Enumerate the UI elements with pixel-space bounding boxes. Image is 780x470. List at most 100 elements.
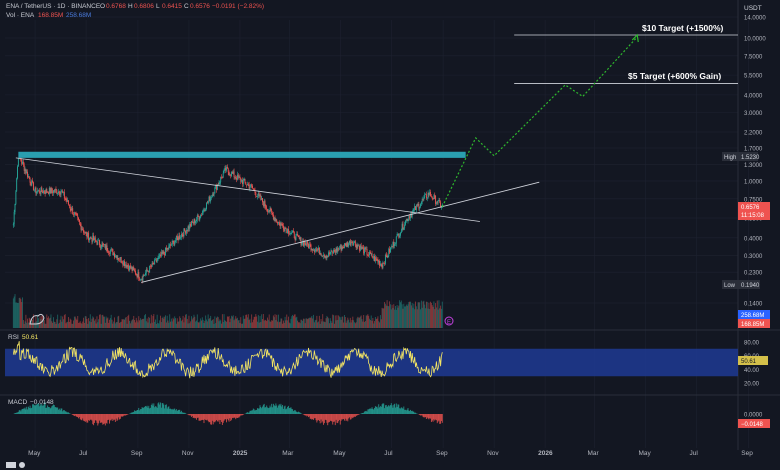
macd-histogram-bar [259, 405, 261, 414]
candle-body [248, 184, 250, 189]
candle-body [299, 237, 301, 240]
candle-body [205, 209, 207, 211]
volume-bar [261, 314, 263, 328]
volume-bar [179, 316, 181, 328]
volume-bar [306, 318, 308, 328]
volume-bar [162, 316, 164, 328]
volume-bar [15, 302, 17, 328]
macd-histogram-bar [120, 414, 122, 417]
candle-body [372, 257, 374, 259]
volume-bar [220, 320, 222, 328]
macd-histogram-bar [261, 408, 263, 414]
macd-histogram-bar [79, 414, 81, 420]
macd-histogram-bar [95, 414, 97, 421]
main-pane[interactable] [12, 33, 738, 328]
volume-bar [101, 315, 103, 328]
volume-bar [413, 303, 415, 328]
candle-body [374, 257, 376, 262]
volume-bar [394, 309, 396, 328]
candle-body [96, 241, 98, 245]
candle-body [37, 190, 39, 192]
volume-bar [246, 314, 248, 328]
volume-bar [145, 314, 146, 328]
macd-histogram-bar [170, 409, 172, 414]
candle-body [354, 241, 356, 245]
vol-tag [738, 319, 770, 328]
volume-bar [18, 297, 20, 328]
macd-histogram-bar [280, 403, 282, 414]
volume-ma-value: 258.68M [66, 12, 91, 19]
candle-body [267, 210, 269, 212]
macd-histogram-bar [15, 412, 17, 414]
macd-histogram-bar [426, 414, 428, 418]
candle-body [79, 222, 81, 225]
candle-body [147, 271, 149, 272]
candle-body [98, 240, 100, 241]
volume-bar [277, 321, 279, 328]
macd-histogram-bar [87, 414, 89, 423]
volume-bar [299, 323, 301, 328]
volume-bar [400, 302, 401, 328]
macd-histogram-bar [423, 414, 425, 418]
volume-bar [208, 319, 210, 328]
macd-histogram-bar [221, 414, 223, 425]
macd-histogram-bar [374, 406, 376, 414]
volume-bar [139, 318, 141, 328]
candle-body [84, 231, 86, 233]
macd-pane[interactable] [13, 402, 443, 426]
candle-body [327, 256, 329, 257]
macd-histogram-bar [99, 414, 101, 423]
candle-body [435, 195, 437, 204]
volume-bar [330, 320, 332, 328]
candle-body [349, 240, 351, 246]
macd-histogram-bar [57, 407, 59, 414]
candle-body [384, 263, 386, 265]
volume-bar [226, 321, 228, 328]
volume-bar [100, 323, 102, 328]
candle-body [347, 242, 349, 247]
macd-histogram-bar [94, 414, 96, 421]
volume-bar [307, 319, 309, 328]
volume-bar [369, 318, 370, 328]
macd-histogram-bar [123, 414, 125, 416]
volume-bar [355, 322, 357, 328]
macd-histogram-bar [153, 403, 155, 414]
rsi-pane[interactable] [5, 341, 738, 379]
macd-histogram-bar [279, 405, 281, 414]
volume-bar [402, 308, 404, 328]
rsi-label: RSI [8, 334, 19, 341]
volume-bar [178, 321, 180, 328]
macd-histogram-bar [142, 408, 144, 414]
candle-body [357, 244, 359, 247]
macd-histogram-bar [27, 406, 29, 414]
candle-body [329, 253, 331, 255]
volume-bar [363, 315, 365, 328]
volume-bar [132, 319, 134, 328]
volume-bar [357, 316, 359, 328]
candle-body [60, 191, 62, 195]
vol-tag-value: 168.85M [741, 322, 764, 328]
macd-histogram-bar [19, 409, 21, 414]
macd-histogram-bar [109, 414, 110, 424]
volume-bar [141, 318, 143, 328]
macd-histogram-bar [213, 414, 215, 422]
candle-body [94, 237, 96, 241]
macd-histogram-bar [224, 414, 226, 420]
macd-histogram-bar [328, 414, 330, 423]
macd-histogram-bar [232, 414, 234, 419]
macd-histogram-bar [161, 403, 163, 414]
time-tick-label: Sep [741, 450, 753, 457]
volume-bar [81, 323, 83, 328]
macd-histogram-bar [176, 410, 178, 414]
event-marker-icon[interactable]: E [444, 316, 454, 326]
macd-histogram-bar [384, 408, 386, 414]
volume-bar [270, 321, 272, 328]
macd-histogram-bar [217, 414, 219, 422]
macd-histogram-bar [299, 412, 301, 414]
candle-body [402, 223, 404, 230]
candle-body [206, 202, 208, 204]
macd-histogram-bar [307, 414, 309, 416]
macd-histogram-bar [223, 414, 225, 421]
macd-histogram-bar [125, 414, 127, 416]
